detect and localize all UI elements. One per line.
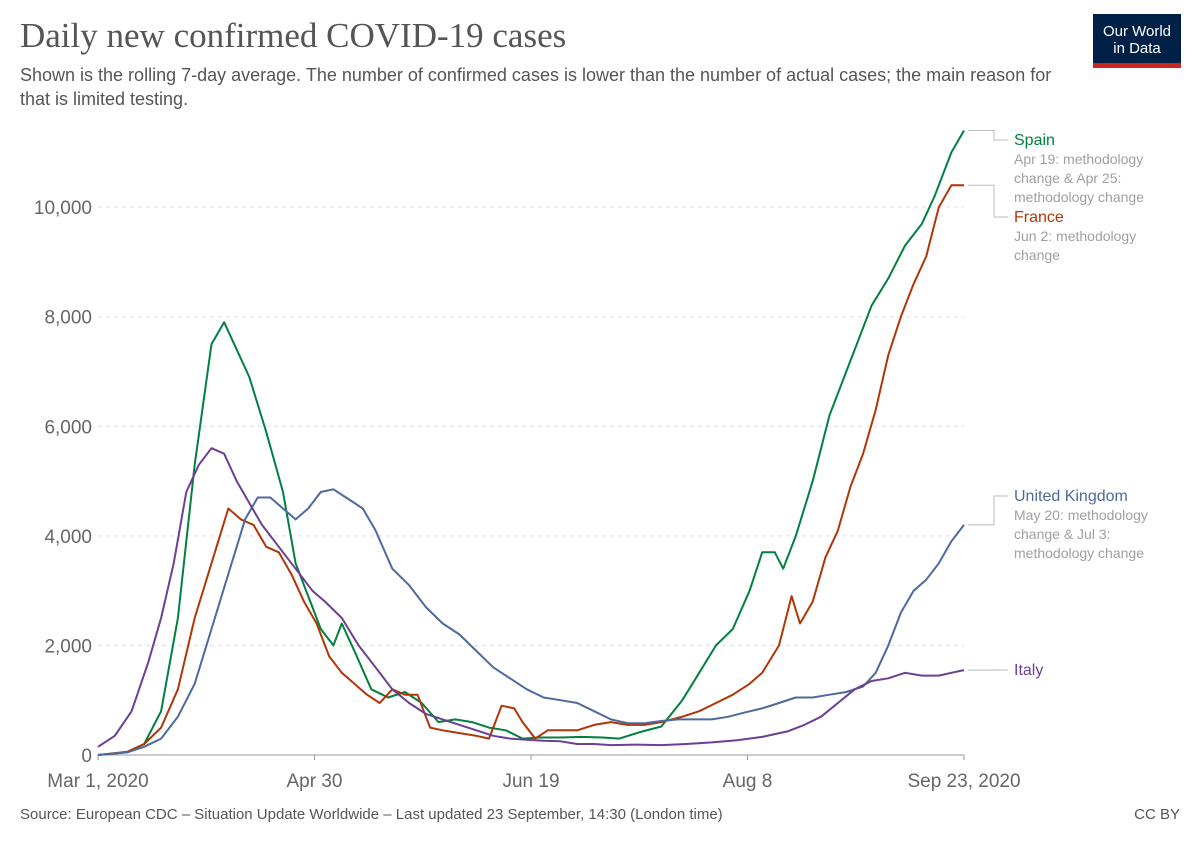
series-annotation-france: Jun 2: methodology [1014,228,1136,244]
logo-line-2: in Data [1113,40,1161,57]
label-connector-spain [968,130,1008,141]
x-tick-label: Sep 23, 2020 [907,771,1020,792]
y-axis-ticks: 0 2,000 4,000 6,000 8,000 10,000 [34,198,92,767]
chart-title: Daily new confirmed COVID-19 cases [20,16,567,55]
owid-logo[interactable]: Our World in Data [1093,14,1181,68]
series-line-united-kingdom [97,488,965,756]
series-lines [97,130,965,756]
line-chart: 0 2,000 4,000 6,000 8,000 10,000 Mar 1, 2020 A… [34,130,1148,792]
logo-line-1: Our World [1102,23,1172,40]
series-annotation-france: change [1014,247,1060,263]
grid-lines [98,206,964,646]
series-labels: Spain Apr 19: methodology change & Apr 25:… [968,130,1148,679]
series-label-united-kingdom: United Kingdom [1014,488,1128,505]
series-annotation-spain: methodology change [1014,189,1144,205]
label-connector-united-kingdom [968,495,1008,526]
series-line-spain [97,130,965,756]
series-annotation-united-kingdom: methodology change [1014,545,1144,561]
series-line-france [97,184,964,756]
y-tick-label: 6,000 [44,417,92,438]
x-axis: Mar 1, 2020 Apr 30 Jun 19 Aug 8 Sep 23, 2020 [47,754,1021,792]
series-annotation-spain: change & Apr 25: [1014,170,1121,186]
series-line-italy [97,447,965,748]
x-tick-label: Apr 30 [287,771,343,792]
chart-subtitle: Shown is the rolling 7-day average. The … [20,65,1052,109]
y-tick-label: 8,000 [44,308,92,329]
series-annotation-united-kingdom: change & Jul 3: [1014,526,1111,542]
series-label-france: France [1014,209,1064,226]
y-tick-label: 2,000 [44,636,92,657]
y-tick-label: 10,000 [34,198,92,219]
label-connector-france [968,184,1008,218]
series-label-italy: Italy [1014,662,1043,679]
series-annotation-spain: Apr 19: methodology [1014,151,1143,167]
x-tick-label: Jun 19 [502,771,559,792]
logo-accent-bar [1093,63,1181,68]
y-tick-label: 4,000 [44,527,92,548]
x-tick-label: Aug 8 [723,771,773,792]
source-note: Source: European CDC – Situation Update … [20,806,723,823]
series-label-spain: Spain [1014,132,1055,149]
series-annotation-united-kingdom: May 20: methodology [1014,507,1148,523]
y-tick-label: 0 [81,746,92,767]
license-link[interactable]: CC BY [1134,806,1180,823]
x-tick-label: Mar 1, 2020 [47,771,148,792]
